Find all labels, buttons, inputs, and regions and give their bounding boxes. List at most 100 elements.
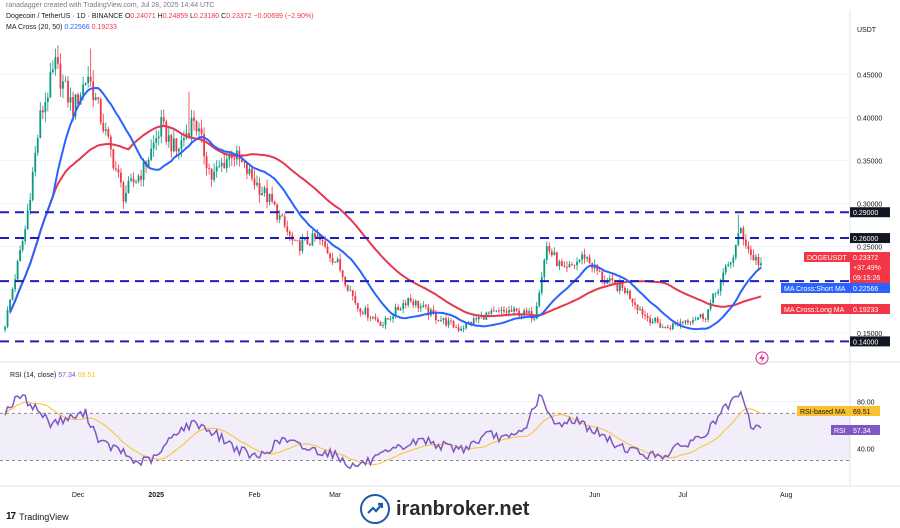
candle-body (137, 175, 140, 182)
candle-body (155, 138, 158, 143)
price-tick-label: 0.35000 (857, 159, 882, 166)
rsi-value-tag: 57.34 (853, 428, 871, 435)
candle-body (732, 257, 735, 263)
symbol-name[interactable]: Dogecoin / TetherUS · 1D · BINANCE (6, 13, 123, 20)
lightning-icon[interactable] (755, 351, 769, 365)
candle-body (150, 148, 153, 160)
candle-body (611, 278, 614, 280)
candle-body (450, 320, 452, 322)
candle-body (747, 245, 750, 250)
candle-body (681, 321, 684, 323)
candle-body (437, 320, 440, 321)
candle-body (175, 138, 178, 152)
candle-body (742, 228, 745, 240)
candle-body (561, 261, 563, 266)
candle-body (616, 282, 619, 291)
candle-body (69, 97, 72, 103)
candle-body (54, 57, 57, 70)
candle-body (419, 306, 422, 309)
candle-body (293, 240, 296, 242)
level-tag-bg (850, 207, 890, 218)
candle-body (729, 262, 732, 265)
candle-body (709, 302, 712, 310)
candle-body (578, 259, 581, 262)
candle-body (273, 201, 276, 205)
symbol-line: Dogecoin / TetherUS · 1D · BINANCE O0.24… (6, 13, 313, 20)
price-grid (0, 73, 850, 334)
candle-body (641, 309, 644, 315)
candle-body (717, 291, 720, 294)
candle-body (256, 182, 258, 185)
candle-body (613, 279, 616, 283)
candle-body (125, 192, 127, 202)
candle-body (510, 310, 513, 312)
rsi-axis-ticks: 80.00 40.00 (857, 400, 875, 454)
ohlc-open: 0.24071 (130, 13, 156, 20)
rsi-tick-label: 40.00 (857, 447, 875, 454)
candle-body (525, 310, 528, 314)
candle-body (263, 187, 266, 194)
candle-body (339, 259, 342, 271)
tradingview-logo[interactable]: 17 TradingView (6, 511, 69, 522)
candle-body (646, 315, 649, 318)
ma-indicator-line[interactable]: MA Cross (20, 50) 0.22566 0.19233 (6, 24, 117, 31)
candle-body (36, 138, 39, 153)
ohlc-close: 0.23372 (226, 13, 252, 20)
time-axis[interactable]: Dec 2025 Feb Mar Jun Jul Aug (72, 492, 793, 499)
price-axis-currency: USDT (857, 27, 877, 34)
candle-body (218, 165, 221, 167)
candle-body (77, 94, 79, 105)
candle-body (172, 138, 175, 152)
candle-body (654, 317, 657, 322)
candle-body (203, 134, 205, 157)
candle-body (744, 239, 747, 246)
candle-body (432, 309, 435, 314)
ma-short-value-tag: 0.22566 (853, 286, 878, 293)
candle-body (140, 175, 142, 180)
candle-body (750, 249, 752, 255)
watermark: iranbroker.net (360, 494, 529, 524)
candle-body (296, 240, 299, 242)
candle-body (397, 306, 400, 311)
rsi-legend[interactable]: RSI (14, close) 57.34 69.51 (10, 372, 95, 379)
candle-body (442, 318, 445, 321)
candle-body (495, 310, 498, 312)
candle-body (372, 317, 374, 319)
candle-body (409, 298, 412, 302)
candle-body (288, 231, 291, 236)
candle-body (266, 187, 268, 203)
candle-body (581, 254, 583, 260)
candle-body (548, 246, 551, 252)
candle-body (67, 80, 69, 103)
candle-body (34, 152, 37, 172)
candle-body (538, 292, 541, 306)
candle-body (757, 256, 760, 266)
candle-body (346, 285, 349, 291)
candle-body (240, 159, 243, 162)
candle-body (417, 300, 420, 309)
candle-body (215, 166, 218, 172)
candle-body (679, 321, 682, 325)
change-pct-tag: +37.49% (853, 265, 881, 272)
candle-body (523, 310, 526, 316)
ma-long-value-tag: 0.19233 (853, 307, 878, 314)
candle-body (16, 261, 19, 280)
candle-body (210, 168, 213, 180)
candle-body (31, 171, 34, 200)
candle-body (513, 308, 515, 312)
candle-body (72, 97, 74, 117)
candle-body (135, 181, 137, 183)
candle-body (714, 293, 717, 294)
time-tick-label: 2025 (148, 492, 164, 499)
candle-body (752, 254, 755, 261)
candle-body (671, 323, 674, 330)
level-tag-bg (850, 336, 890, 347)
ma-long-tag: MA Cross:Long MA (784, 307, 845, 314)
candle-body (606, 281, 609, 284)
candle-body (374, 317, 377, 320)
candle-body (246, 162, 248, 174)
candle-body (271, 193, 274, 202)
candle-body (94, 97, 97, 101)
